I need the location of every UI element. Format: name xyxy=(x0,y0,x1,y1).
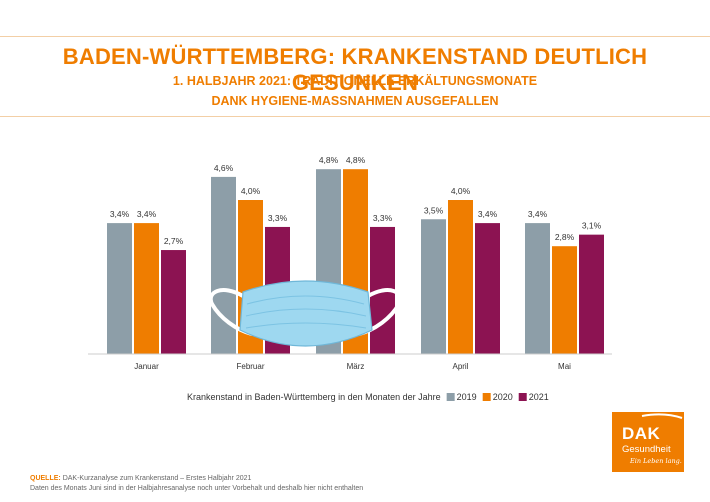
category-label: April xyxy=(452,362,468,371)
value-label: 3,3% xyxy=(268,213,288,223)
legend-swatch-2020 xyxy=(482,393,491,401)
value-label: 3,5% xyxy=(424,205,444,215)
bar-januar-2020 xyxy=(134,223,159,354)
source-label: QUELLE: xyxy=(30,475,61,482)
legend-label-2020: 2020 xyxy=(493,392,513,402)
value-label: 4,0% xyxy=(241,186,261,196)
bottom-rule xyxy=(0,116,710,117)
legend-label-2021: 2021 xyxy=(529,392,549,402)
legend-swatch-2019 xyxy=(446,393,455,401)
subtitle-line-1: 1. HALBJAHR 2021: TRADITIONELLE ERKÄLTUN… xyxy=(172,74,538,88)
source-block: QUELLE: DAK-Kurzanalyse zum Krankenstand… xyxy=(30,474,363,494)
face-mask-icon xyxy=(208,280,403,347)
value-label: 3,4% xyxy=(137,209,157,219)
bar-mai-2021 xyxy=(579,234,604,354)
category-labels: Januar Februar März April Mai xyxy=(134,362,571,371)
value-label: 3,4% xyxy=(110,209,130,219)
bar-april-2019 xyxy=(421,219,446,354)
category-label: März xyxy=(347,362,365,371)
logo-slogan: Ein Leben lang. xyxy=(630,457,682,465)
value-label: 3,4% xyxy=(528,209,548,219)
logo-curve-icon xyxy=(641,413,683,419)
value-label: 2,7% xyxy=(164,236,184,246)
value-label: 4,6% xyxy=(214,163,234,173)
value-label: 4,8% xyxy=(346,155,366,165)
bar-april-2021 xyxy=(475,223,500,354)
value-label: 3,1% xyxy=(582,221,602,231)
value-label: 4,8% xyxy=(319,155,339,165)
logo-name: DAK xyxy=(622,424,661,443)
bar-chart: 3,4% 3,4% 2,7% 4,6% 4,0% 3,3% 4,8% 4,8% 3,3% 3,5%… xyxy=(88,155,612,402)
bar-mai-2020 xyxy=(552,246,577,354)
legend-title: Krankenstand in Baden-Württemberg in den… xyxy=(187,392,441,402)
value-label: 4,0% xyxy=(451,186,471,196)
source-note: Daten des Monats Juni sind in der Halbja… xyxy=(30,485,364,492)
top-rule xyxy=(0,36,710,37)
bar-april-2020 xyxy=(448,200,473,354)
legend: Krankenstand in Baden-Württemberg in den… xyxy=(187,392,549,402)
value-label: 3,4% xyxy=(478,209,498,219)
bar-januar-2019 xyxy=(107,223,132,354)
legend-label-2019: 2019 xyxy=(457,392,477,402)
bar-mai-2019 xyxy=(525,223,550,354)
dak-logo: DAK Gesundheit Ein Leben lang. xyxy=(612,412,684,472)
page-title: BADEN-WÜRTTEMBERG: KRANKENSTAND DEUTLICH… xyxy=(62,44,648,95)
value-label: 2,8% xyxy=(555,232,575,242)
category-label: Januar xyxy=(134,362,159,371)
legend-swatch-2021 xyxy=(518,393,527,401)
category-label: Februar xyxy=(236,362,264,371)
source-text: DAK-Kurzanalyse zum Krankenstand – Erste… xyxy=(62,475,252,482)
value-label: 3,3% xyxy=(373,213,393,223)
logo-sub: Gesundheit xyxy=(622,444,671,455)
category-label: Mai xyxy=(558,362,571,371)
subtitle-line-2: DANK HYGIENE-MASSNAHMEN AUSGEFALLEN xyxy=(211,94,499,108)
bar-januar-2021 xyxy=(161,250,186,354)
